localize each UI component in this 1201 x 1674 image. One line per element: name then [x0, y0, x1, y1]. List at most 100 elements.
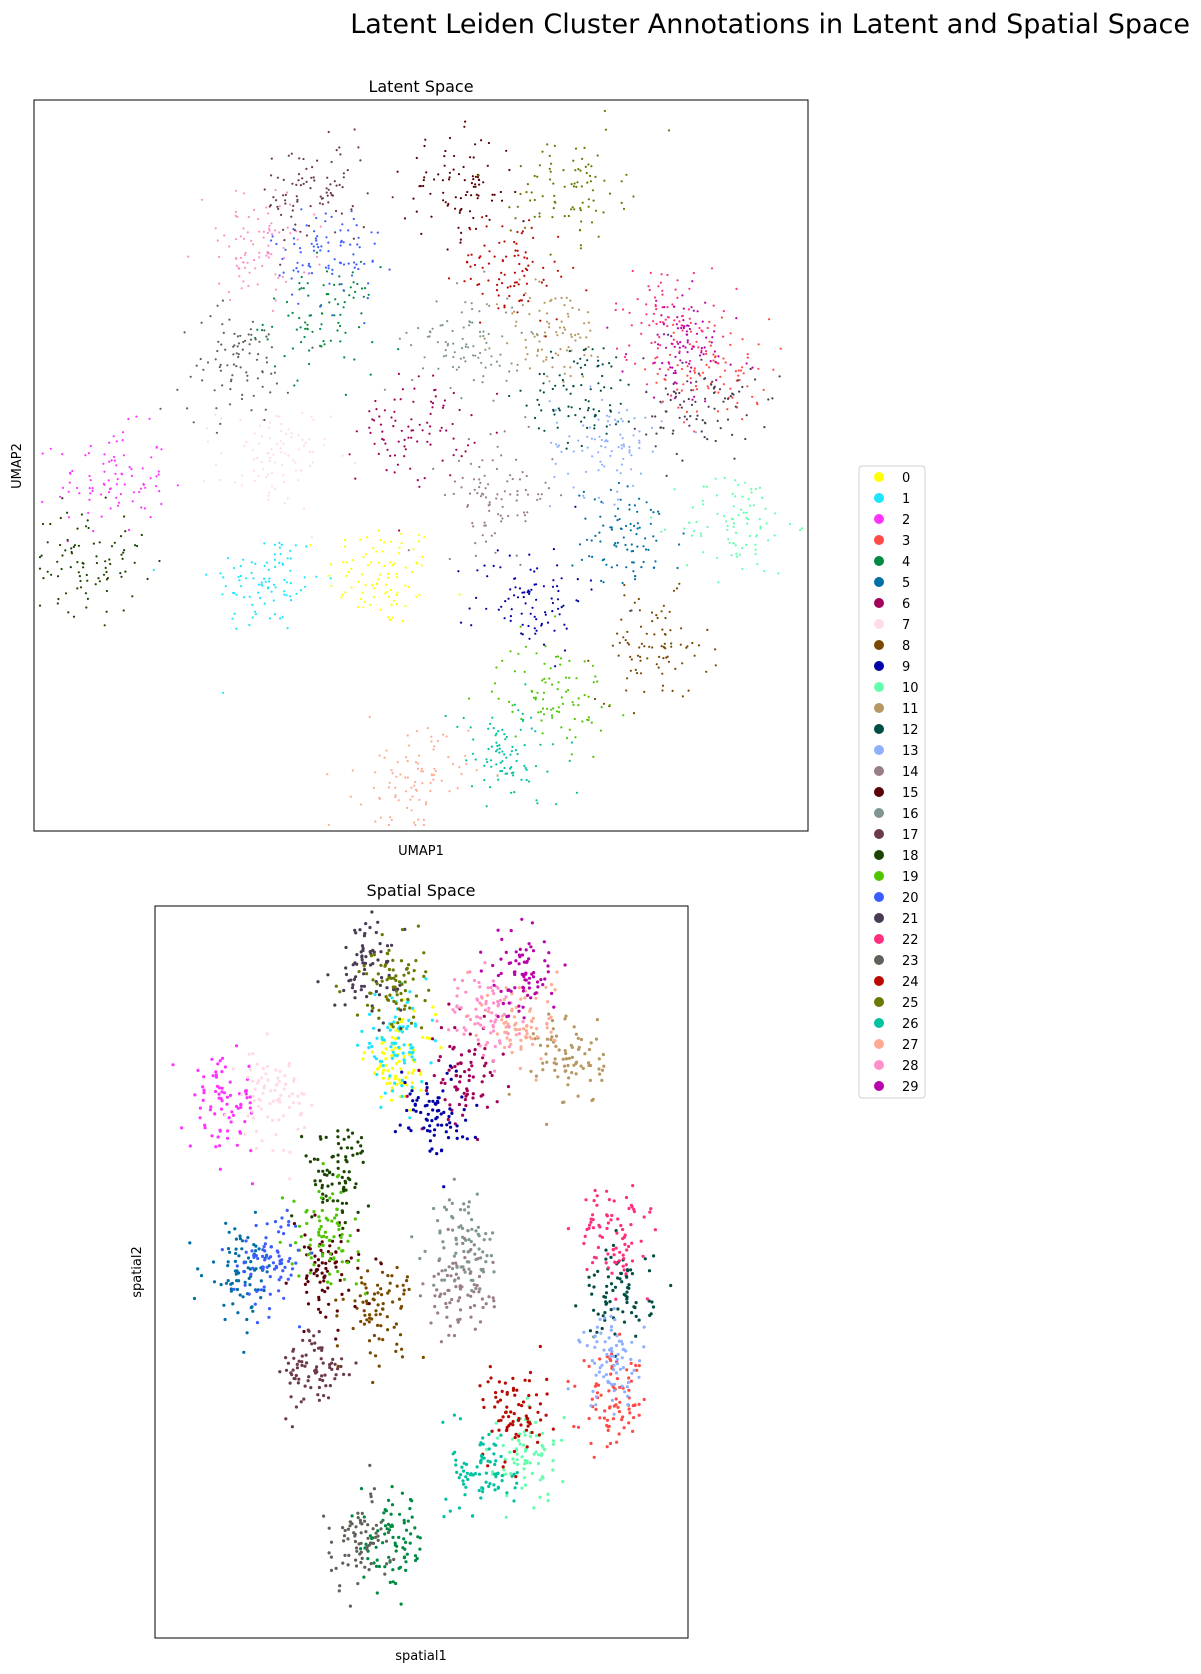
- spatial-point: [374, 930, 378, 935]
- latent-point: [451, 329, 454, 333]
- latent-point: [726, 528, 729, 531]
- latent-point: [692, 529, 696, 533]
- latent-point: [477, 194, 480, 197]
- spatial-point: [382, 1052, 386, 1056]
- latent-point: [327, 130, 330, 134]
- spatial-point: [510, 1437, 515, 1441]
- latent-point: [451, 422, 454, 426]
- spatial-point: [593, 1361, 597, 1365]
- latent-point: [283, 593, 286, 596]
- latent-point: [474, 227, 478, 230]
- latent-point: [429, 192, 432, 195]
- latent-point: [431, 327, 434, 330]
- latent-point: [596, 365, 599, 368]
- spatial-point: [259, 1296, 263, 1300]
- spatial-point: [318, 1280, 322, 1284]
- latent-point: [800, 527, 804, 530]
- spatial-point: [254, 1254, 258, 1258]
- spatial-point: [251, 1309, 255, 1313]
- spatial-point: [328, 1384, 332, 1388]
- latent-point: [634, 362, 637, 365]
- latent-point: [481, 459, 484, 462]
- latent-point: [270, 157, 273, 160]
- latent-point: [270, 174, 273, 177]
- latent-point: [676, 388, 679, 391]
- spatial-point: [469, 1294, 473, 1298]
- latent-point: [445, 354, 448, 357]
- latent-point: [268, 456, 271, 459]
- spatial-point: [429, 1061, 433, 1065]
- spatial-point: [290, 1425, 294, 1429]
- latent-point: [250, 333, 253, 336]
- spatial-point: [335, 1175, 339, 1179]
- spatial-point: [315, 1274, 319, 1278]
- latent-point: [626, 485, 629, 488]
- latent-point: [513, 670, 517, 673]
- spatial-point: [336, 1328, 340, 1332]
- latent-point: [290, 432, 293, 435]
- latent-point: [614, 418, 617, 421]
- spatial-point: [633, 1403, 637, 1407]
- latent-point: [294, 461, 297, 464]
- latent-point: [498, 747, 501, 750]
- latent-point: [587, 205, 590, 208]
- spatial-point: [467, 1260, 471, 1264]
- latent-point: [485, 303, 488, 306]
- latent-point: [507, 514, 510, 518]
- latent-point: [564, 676, 568, 679]
- spatial-point: [335, 1207, 339, 1211]
- spatial-point: [482, 1064, 487, 1068]
- latent-point: [608, 423, 612, 427]
- latent-point: [543, 301, 546, 304]
- spatial-point: [318, 1377, 322, 1382]
- spatial-point: [574, 1072, 578, 1076]
- latent-point: [658, 655, 661, 659]
- spatial-point: [340, 1292, 344, 1296]
- latent-point: [664, 410, 667, 413]
- latent-point: [478, 256, 481, 259]
- latent-point: [636, 527, 639, 530]
- latent-point: [102, 462, 105, 465]
- spatial-point: [612, 1412, 616, 1416]
- spatial-point: [609, 1325, 614, 1329]
- latent-point: [675, 587, 679, 590]
- spatial-point: [528, 1370, 533, 1375]
- latent-point: [428, 432, 431, 435]
- latent-point: [713, 407, 716, 410]
- spatial-point: [419, 1088, 423, 1092]
- spatial-panel: Spatial Space spatial1 spatial2: [130, 881, 689, 1664]
- latent-point: [566, 312, 570, 315]
- latent-point: [115, 464, 118, 467]
- latent-point: [666, 655, 669, 658]
- latent-point: [355, 224, 358, 227]
- latent-point: [353, 358, 356, 361]
- latent-point: [232, 566, 236, 570]
- spatial-point: [316, 980, 320, 984]
- latent-point: [707, 387, 710, 390]
- spatial-point: [452, 1413, 456, 1417]
- latent-point: [530, 191, 533, 194]
- latent-point: [554, 665, 557, 668]
- latent-point: [483, 474, 486, 477]
- spatial-point: [276, 1098, 280, 1102]
- latent-point: [528, 592, 531, 596]
- latent-point: [334, 209, 338, 213]
- latent-point: [709, 360, 712, 363]
- spatial-point: [372, 953, 376, 957]
- spatial-point: [324, 1194, 328, 1198]
- latent-point: [658, 512, 661, 516]
- spatial-point: [443, 1098, 447, 1102]
- latent-point: [467, 346, 470, 349]
- latent-point: [248, 595, 251, 598]
- spatial-point: [606, 1221, 611, 1225]
- latent-point: [748, 504, 752, 507]
- latent-point: [541, 679, 544, 682]
- latent-point: [538, 372, 541, 376]
- latent-point: [61, 486, 64, 489]
- spatial-point: [451, 1452, 455, 1456]
- spatial-point: [411, 1099, 415, 1103]
- spatial-point: [320, 1288, 324, 1292]
- latent-point: [639, 472, 643, 475]
- spatial-point: [507, 1092, 511, 1096]
- latent-point: [410, 809, 413, 812]
